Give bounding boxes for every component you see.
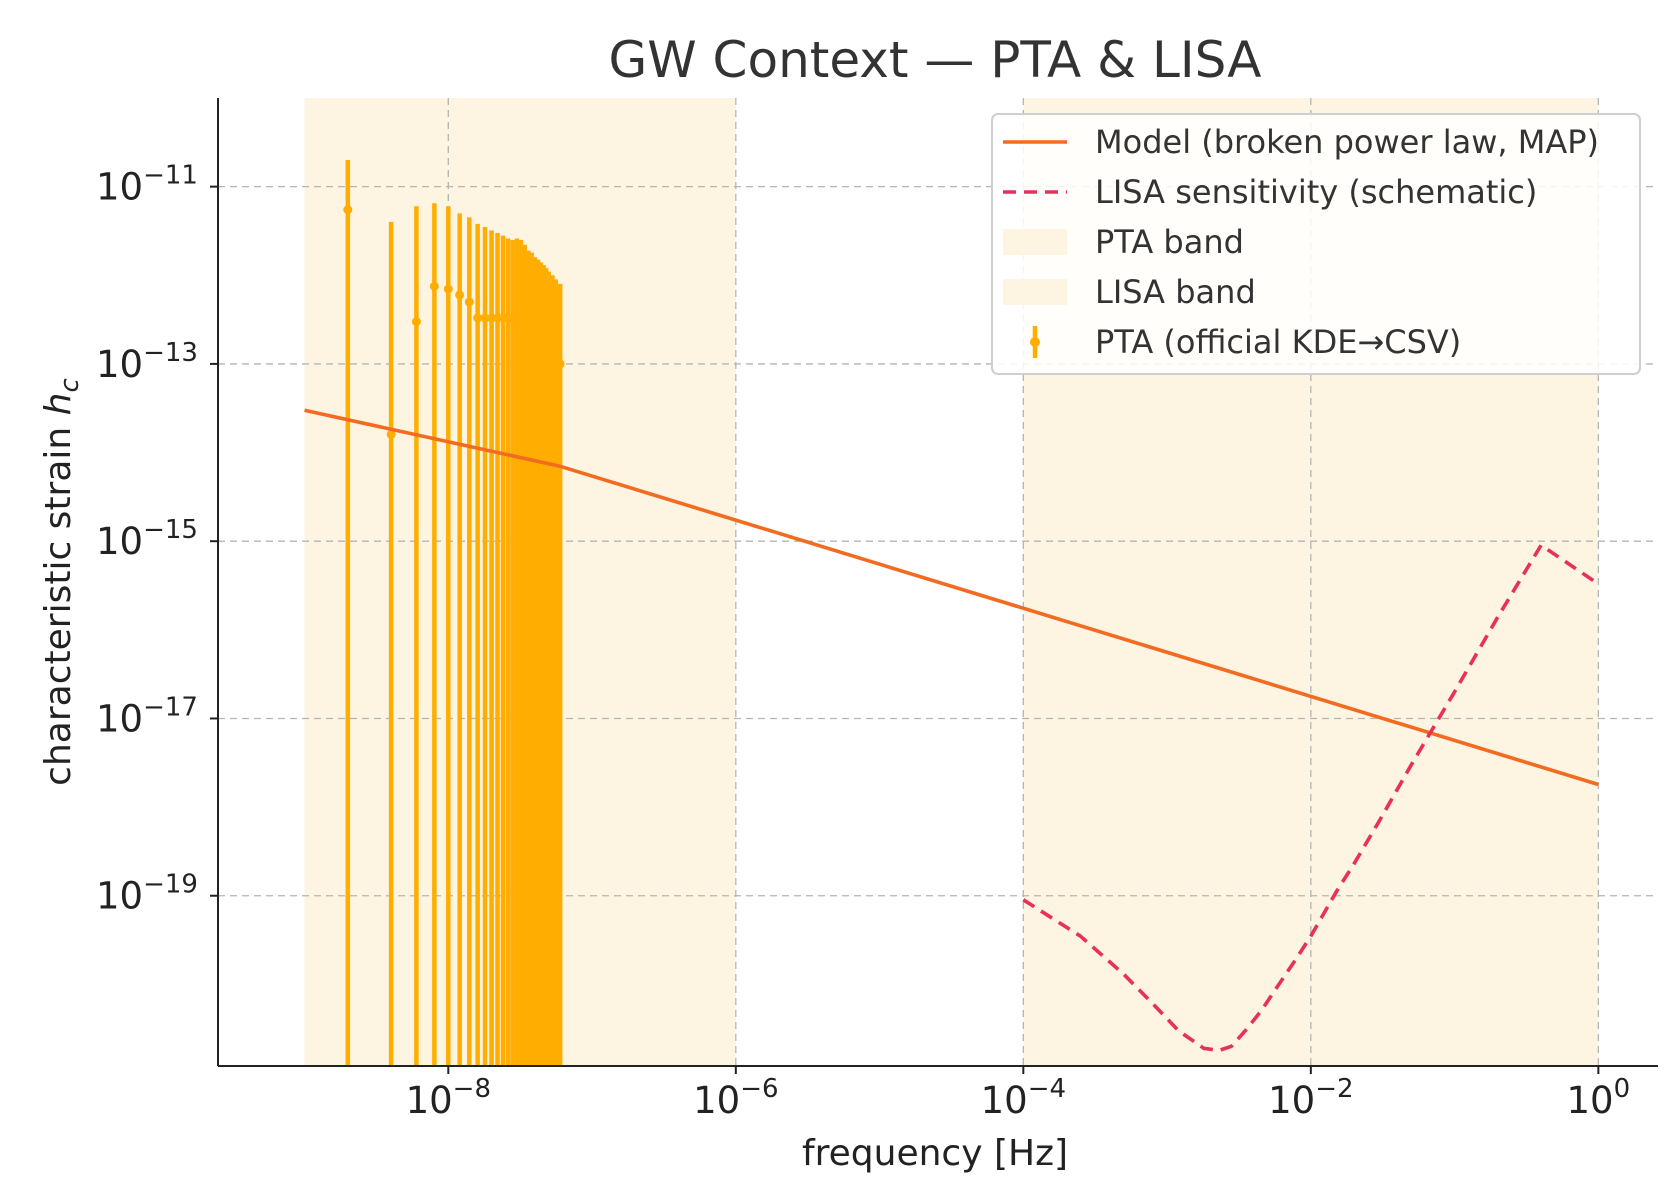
x-tick-base: 10 xyxy=(1268,1079,1315,1122)
lisa-sensitivity-schematic-line xyxy=(1022,543,1600,1053)
pta-point xyxy=(480,313,490,323)
y-axis-label-subscript: c xyxy=(55,378,85,392)
pta-point xyxy=(443,284,453,294)
x-tick-base: 10 xyxy=(693,1079,740,1122)
legend-item-lisa-band: LISA band xyxy=(1003,273,1256,311)
y-tick-exponent: −13 xyxy=(143,338,198,368)
legend-label: LISA band xyxy=(1095,273,1256,311)
y-axis-label-symbol: h xyxy=(38,392,79,415)
legend-item-model-broken-power-law-map: Model (broken power law, MAP) xyxy=(1003,123,1599,161)
legend-swatch xyxy=(1003,229,1067,255)
model-broken-power-law-map-line xyxy=(304,408,1599,787)
pta-errorbar-series xyxy=(343,159,565,1066)
x-axis-label: frequency [Hz] xyxy=(802,1133,1068,1174)
y-tick-base: 10 xyxy=(96,166,143,209)
x-tick-exponent: −6 xyxy=(740,1074,778,1104)
x-tick-exponent: −4 xyxy=(1028,1074,1066,1104)
y-tick-base: 10 xyxy=(96,875,143,918)
y-axis-label-text: characteristic strain xyxy=(38,415,79,786)
x-tick-base: 10 xyxy=(1567,1079,1614,1122)
y-tick-label: 10−15 xyxy=(96,515,198,563)
pta-point xyxy=(464,297,474,307)
pta-point xyxy=(473,313,483,323)
pta-point xyxy=(343,205,353,215)
legend-item-lisa-sensitivity-schematic: LISA sensitivity (schematic) xyxy=(1003,173,1537,211)
legend-swatch xyxy=(1003,279,1067,305)
legend-label: LISA sensitivity (schematic) xyxy=(1095,173,1537,211)
y-tick-base: 10 xyxy=(96,697,143,740)
y-axis-label: characteristic strain hc xyxy=(38,378,85,786)
x-tick-base: 10 xyxy=(981,1079,1028,1122)
y-tick-exponent: −19 xyxy=(143,870,198,900)
y-tick-label: 10−17 xyxy=(96,692,198,740)
pta-point xyxy=(386,429,396,439)
y-tick-base: 10 xyxy=(96,520,143,563)
x-tick-label: 10−2 xyxy=(1268,1074,1353,1122)
y-tick-label: 10−19 xyxy=(96,870,198,918)
y-tick-exponent: −15 xyxy=(143,515,198,545)
x-tick-exponent: 0 xyxy=(1614,1074,1631,1104)
legend-swatch-marker xyxy=(1030,337,1040,347)
legend: Model (broken power law, MAP) LISA sensit… xyxy=(991,113,1641,375)
x-axis-ticks: 10−8 10−6 10−4 10−2 100 xyxy=(406,1066,1631,1122)
y-tick-base: 10 xyxy=(96,343,143,386)
legend-item-pta-official-kde-csv: PTA (official KDE→CSV) xyxy=(1030,323,1461,361)
chart-title: GW Context — PTA & LISA xyxy=(608,31,1261,89)
x-tick-exponent: −8 xyxy=(453,1074,491,1104)
pta-point xyxy=(411,317,421,327)
x-tick-exponent: −2 xyxy=(1315,1074,1353,1104)
x-tick-label: 10−6 xyxy=(693,1074,778,1122)
pta-point xyxy=(429,281,439,291)
pta-point xyxy=(455,290,465,300)
legend-item-pta-band: PTA band xyxy=(1003,223,1244,261)
y-tick-exponent: −17 xyxy=(143,692,198,722)
x-tick-label: 10−8 xyxy=(406,1074,491,1122)
legend-box xyxy=(991,113,1641,375)
x-tick-base: 10 xyxy=(406,1079,453,1122)
y-tick-label: 10−13 xyxy=(96,338,198,386)
legend-label: PTA band xyxy=(1095,223,1244,261)
y-tick-label: 10−11 xyxy=(96,161,198,209)
legend-label: PTA (official KDE→CSV) xyxy=(1095,323,1461,361)
series-lines xyxy=(304,408,1600,1053)
x-tick-label: 100 xyxy=(1567,1074,1631,1122)
y-tick-exponent: −11 xyxy=(143,161,198,191)
pta-point xyxy=(555,359,565,369)
x-tick-label: 10−4 xyxy=(981,1074,1066,1122)
legend-label: Model (broken power law, MAP) xyxy=(1095,123,1599,161)
